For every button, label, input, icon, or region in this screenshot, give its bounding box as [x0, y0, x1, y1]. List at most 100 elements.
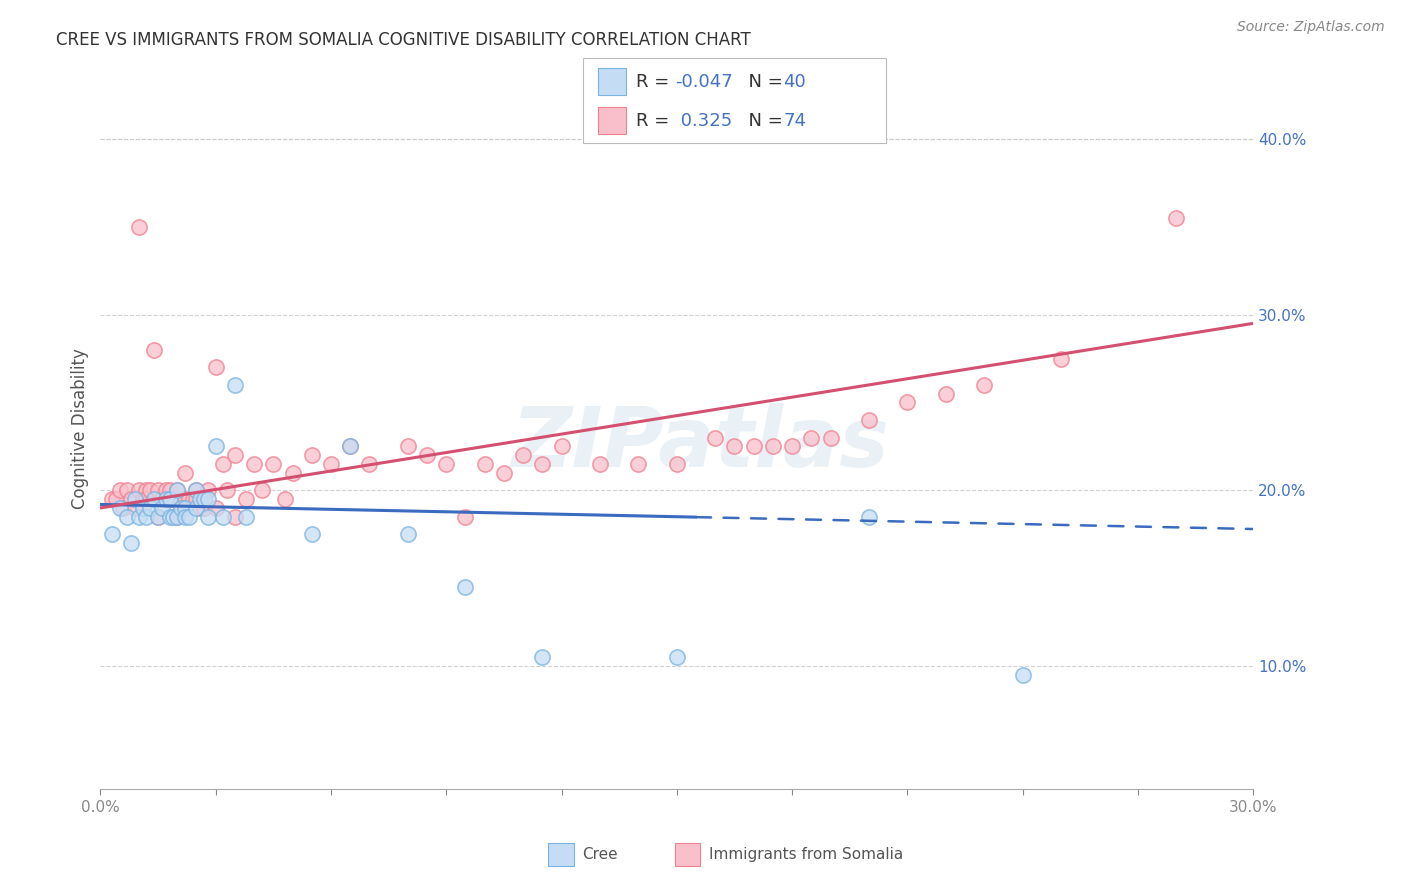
Point	[550, 439, 572, 453]
Point	[146, 483, 169, 498]
Point	[359, 457, 381, 471]
Point	[124, 500, 146, 515]
Point	[319, 457, 342, 471]
Point	[492, 466, 515, 480]
Point	[150, 500, 173, 515]
Point	[704, 431, 727, 445]
Point	[243, 457, 266, 471]
Point	[124, 492, 146, 507]
Point	[174, 509, 197, 524]
Point	[197, 509, 219, 524]
Point	[820, 431, 842, 445]
Point	[120, 492, 142, 507]
Point	[181, 492, 204, 507]
Point	[224, 377, 246, 392]
Text: R =: R =	[636, 112, 675, 129]
Point	[162, 492, 184, 507]
Point	[104, 492, 127, 507]
Point	[174, 500, 197, 515]
Point	[131, 492, 153, 507]
Point	[224, 509, 246, 524]
Point	[274, 492, 297, 507]
Point	[204, 360, 226, 375]
Point	[188, 500, 211, 515]
Point	[1011, 668, 1033, 682]
Point	[174, 466, 197, 480]
Point	[159, 492, 181, 507]
Point	[212, 457, 235, 471]
Point	[166, 483, 188, 498]
Point	[166, 483, 188, 498]
Point	[186, 492, 208, 507]
Point	[235, 492, 257, 507]
Point	[1166, 211, 1188, 225]
Text: Immigrants from Somalia: Immigrants from Somalia	[709, 847, 903, 862]
Point	[166, 509, 188, 524]
Point	[146, 509, 169, 524]
Point	[174, 492, 197, 507]
Point	[512, 448, 534, 462]
Point	[101, 492, 124, 507]
Point	[627, 457, 650, 471]
Point	[155, 483, 177, 498]
Point	[973, 377, 995, 392]
Point	[170, 500, 193, 515]
Point	[531, 457, 554, 471]
Point	[250, 483, 273, 498]
Point	[131, 500, 153, 515]
Point	[262, 457, 284, 471]
Point	[396, 439, 419, 453]
Point	[858, 509, 880, 524]
Point	[217, 483, 239, 498]
Point	[665, 457, 688, 471]
Point	[108, 500, 131, 515]
Point	[112, 500, 135, 515]
Point	[143, 492, 166, 507]
Point	[139, 500, 162, 515]
Point	[762, 439, 785, 453]
Point	[589, 457, 612, 471]
Point	[723, 439, 745, 453]
Text: Cree: Cree	[582, 847, 617, 862]
Point	[858, 413, 880, 427]
Point	[146, 509, 169, 524]
Point	[454, 509, 477, 524]
Point	[120, 536, 142, 550]
Text: N =: N =	[737, 112, 789, 129]
Point	[204, 500, 226, 515]
Point	[800, 431, 823, 445]
Point	[135, 492, 157, 507]
Point	[204, 439, 226, 453]
Point	[665, 650, 688, 665]
Point	[935, 386, 957, 401]
Point	[177, 509, 200, 524]
Text: 40: 40	[783, 73, 806, 91]
Point	[101, 527, 124, 541]
Point	[434, 457, 457, 471]
Point	[143, 343, 166, 357]
Point	[166, 509, 188, 524]
Point	[139, 483, 162, 498]
Text: ZIPatlas: ZIPatlas	[510, 403, 889, 483]
Point	[742, 439, 765, 453]
Point	[186, 500, 208, 515]
Point	[170, 500, 193, 515]
Point	[177, 492, 200, 507]
Text: Source: ZipAtlas.com: Source: ZipAtlas.com	[1237, 20, 1385, 34]
Point	[780, 439, 803, 453]
Text: N =: N =	[737, 73, 789, 91]
Point	[193, 500, 215, 515]
Point	[339, 439, 361, 453]
Point	[896, 395, 918, 409]
Point	[1050, 351, 1073, 366]
Point	[117, 509, 139, 524]
Point	[155, 492, 177, 507]
Text: -0.047: -0.047	[675, 73, 733, 91]
Point	[416, 448, 439, 462]
Point	[197, 492, 219, 507]
Point	[159, 492, 181, 507]
Point	[339, 439, 361, 453]
Point	[186, 483, 208, 498]
Point	[186, 483, 208, 498]
Point	[301, 527, 323, 541]
